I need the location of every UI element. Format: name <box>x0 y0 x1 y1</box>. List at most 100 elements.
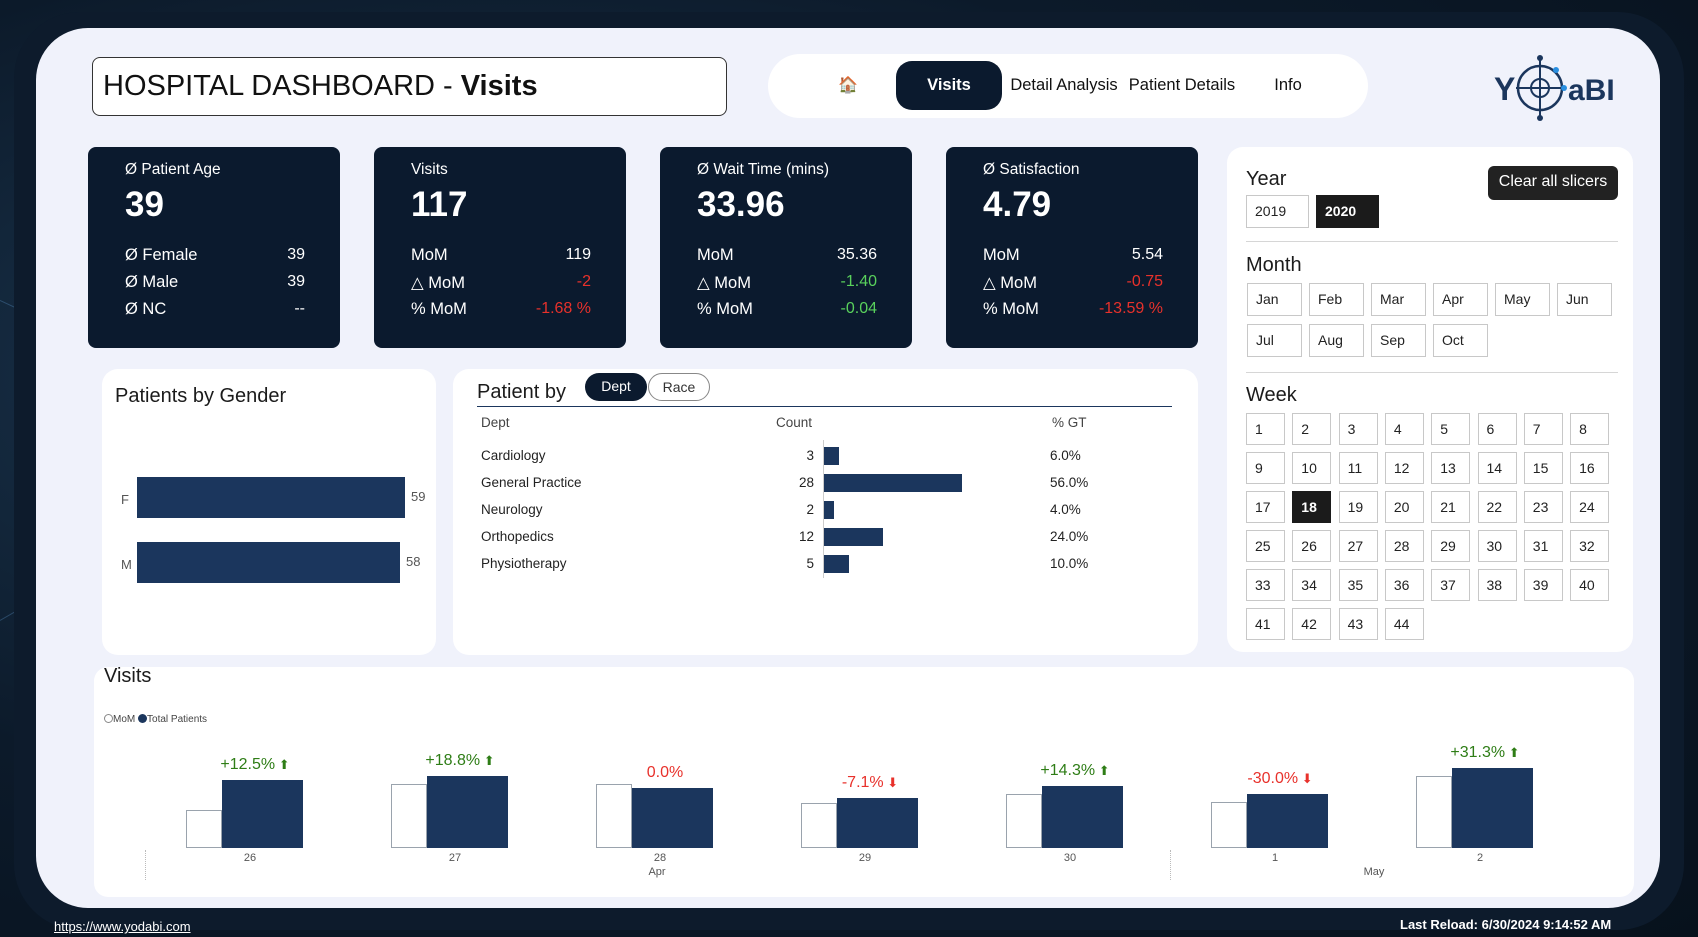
week-chip[interactable]: 6 <box>1477 413 1517 445</box>
year-chip[interactable]: 2019 <box>1246 195 1309 228</box>
week-chip[interactable]: 4 <box>1384 413 1424 445</box>
total-patients-bar <box>222 780 303 848</box>
house-icon[interactable]: 🏠 <box>838 77 858 94</box>
nav-item-detail-analysis[interactable]: Detail Analysis <box>1010 76 1118 94</box>
week-chip[interactable]: 35 <box>1338 569 1378 601</box>
week-chip[interactable]: 25 <box>1246 530 1285 562</box>
week-chip[interactable]: 22 <box>1477 491 1517 523</box>
month-chip[interactable]: Mar <box>1371 283 1426 316</box>
week-title: Week <box>1246 384 1297 406</box>
month-chip[interactable]: Jun <box>1557 283 1612 316</box>
week-chip[interactable]: 20 <box>1384 491 1424 523</box>
week-chip[interactable]: 10 <box>1292 452 1332 484</box>
kpi-card: Ø Patient Age 39 Ø Female 39 Ø Male 39 Ø NC -- <box>88 147 340 348</box>
week-chip[interactable]: 28 <box>1384 530 1424 562</box>
week-chip[interactable]: 12 <box>1384 452 1424 484</box>
mom-pct-value: +31.3% <box>1450 744 1506 761</box>
month-chip[interactable]: Oct <box>1433 324 1488 357</box>
week-chip[interactable]: 29 <box>1431 530 1471 562</box>
month-chip[interactable]: Sep <box>1371 324 1426 357</box>
mom-pct-label: +14.3% ⬆ <box>1015 762 1135 780</box>
week-chip[interactable]: 37 <box>1431 569 1471 601</box>
week-chip[interactable]: 31 <box>1523 530 1563 562</box>
week-chip[interactable]: 32 <box>1570 530 1610 562</box>
week-chip[interactable]: 38 <box>1477 569 1517 601</box>
footer-url-link[interactable]: https://www.yodabi.com <box>54 919 191 934</box>
nav-item-patient-details[interactable]: Patient Details <box>1128 76 1236 94</box>
gender-axis-label: M <box>121 557 132 572</box>
week-chip[interactable]: 36 <box>1384 569 1424 601</box>
week-chip[interactable]: 27 <box>1338 530 1378 562</box>
week-chip[interactable]: 40 <box>1570 569 1610 601</box>
legend-total-patients: Total Patients <box>147 714 208 725</box>
week-chip[interactable]: 8 <box>1570 413 1610 445</box>
month-chip[interactable]: Jul <box>1247 324 1302 357</box>
nav-item-visits[interactable]: Visits <box>896 61 1002 110</box>
week-chip[interactable]: 34 <box>1292 569 1332 601</box>
week-chip[interactable]: 3 <box>1338 413 1378 445</box>
mom-pct-label: +31.3% ⬆ <box>1425 744 1545 762</box>
week-chip[interactable]: 11 <box>1338 452 1378 484</box>
nav-bar: 🏠 Visits Detail Analysis Patient Details… <box>768 54 1368 118</box>
arrow-up-icon: ⬆ <box>1505 745 1520 760</box>
logo-text-y: Y <box>1494 71 1515 107</box>
month-chip[interactable]: Jan <box>1247 283 1302 316</box>
kpi-row-value: -1.40 <box>840 273 877 290</box>
arrow-up-icon: ⬆ <box>275 757 290 772</box>
dept-pct-gt: 10.0% <box>1050 556 1089 571</box>
mom-pct-value: -7.1% <box>841 774 884 791</box>
week-chip[interactable]: 7 <box>1523 413 1563 445</box>
week-chip[interactable]: 1 <box>1246 413 1285 445</box>
toggle-race[interactable]: Race <box>648 373 710 401</box>
col-header-dept: Dept <box>481 415 510 430</box>
week-chip[interactable]: 2 <box>1292 413 1332 445</box>
week-chip[interactable]: 16 <box>1570 452 1610 484</box>
toggle-dept[interactable]: Dept <box>585 373 647 401</box>
week-chip[interactable]: 41 <box>1246 608 1285 640</box>
kpi-value: 39 <box>125 185 164 224</box>
clear-all-slicers-button[interactable]: Clear all slicers <box>1488 166 1618 200</box>
week-chip[interactable]: 39 <box>1523 569 1563 601</box>
mom-pct-label: +12.5% ⬆ <box>195 756 315 774</box>
week-chip[interactable]: 42 <box>1292 608 1332 640</box>
x-axis-separator <box>1170 850 1171 880</box>
dept-count: 28 <box>798 475 814 490</box>
week-chip[interactable]: 5 <box>1431 413 1471 445</box>
week-chip[interactable]: 15 <box>1523 452 1563 484</box>
week-chip[interactable]: 9 <box>1246 452 1285 484</box>
x-axis-label: 30 <box>1063 852 1077 864</box>
month-chip[interactable]: Aug <box>1309 324 1364 357</box>
week-chip[interactable]: 19 <box>1338 491 1378 523</box>
month-chip[interactable]: Apr <box>1433 283 1488 316</box>
week-chip[interactable]: 24 <box>1570 491 1610 523</box>
week-chip[interactable]: 30 <box>1477 530 1517 562</box>
kpi-row-label: △ MoM <box>411 274 465 292</box>
last-reload: Last Reload: 6/30/2024 9:14:52 AM <box>1400 917 1612 932</box>
week-chip[interactable]: 33 <box>1246 569 1285 601</box>
week-chip[interactable]: 21 <box>1431 491 1471 523</box>
logo-text-abi: aBI <box>1568 74 1615 107</box>
kpi-label: Visits <box>411 161 448 178</box>
legend-total-marker <box>138 714 148 723</box>
dept-count: 2 <box>806 502 814 517</box>
dept-count-bar <box>824 447 839 465</box>
kpi-row-value: -0.75 <box>1126 273 1163 290</box>
month-chip[interactable]: May <box>1495 283 1550 316</box>
year-chip[interactable]: 2020 <box>1316 195 1379 228</box>
week-chip[interactable]: 17 <box>1246 491 1285 523</box>
week-chip[interactable]: 13 <box>1431 452 1471 484</box>
kpi-row-value: -13.59 % <box>1098 300 1163 317</box>
x-axis-label: 28 <box>653 852 667 864</box>
slicer-card <box>1227 147 1633 652</box>
kpi-value: 33.96 <box>697 185 785 224</box>
week-chip[interactable]: 14 <box>1477 452 1517 484</box>
week-chip[interactable]: 18 <box>1292 491 1332 523</box>
week-chip[interactable]: 43 <box>1338 608 1378 640</box>
week-chip[interactable]: 44 <box>1384 608 1424 640</box>
week-chip[interactable]: 26 <box>1292 530 1332 562</box>
month-chip[interactable]: Feb <box>1309 283 1364 316</box>
nav-item-info[interactable]: Info <box>1274 76 1302 94</box>
week-chip[interactable]: 23 <box>1523 491 1563 523</box>
mom-pct-label: -30.0% ⬇ <box>1220 770 1340 788</box>
mom-pct-value: -30.0% <box>1247 770 1299 787</box>
